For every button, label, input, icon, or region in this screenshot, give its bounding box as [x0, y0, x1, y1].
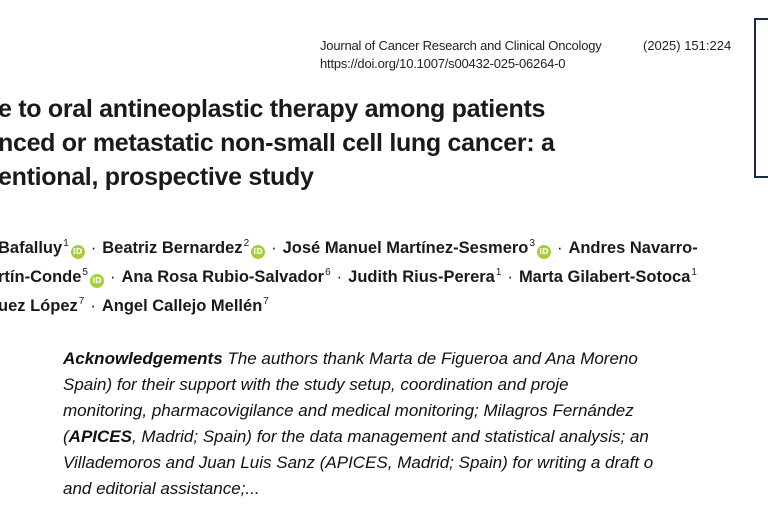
author-separator: ·	[336, 268, 343, 286]
author-name: uez López	[0, 297, 78, 315]
affiliation-marker: 1	[691, 267, 697, 278]
affiliation-marker: 1	[495, 267, 502, 278]
acknowledgements-paragraph: Acknowledgements The authors thank Marta…	[63, 346, 768, 502]
author-row: uez López7 · Angel Callejo Mellén7	[0, 287, 698, 316]
ack-line: Spain) for their support with the study …	[63, 375, 569, 394]
affiliation-marker: 1	[63, 238, 69, 249]
ack-line: Acknowledgements The authors thank Marta…	[63, 346, 768, 372]
article-title: e to oral antineoplastic therapy among p…	[0, 92, 555, 194]
ack-org-name: APICES	[68, 427, 132, 446]
author-row: rtín-Conde5iD · Ana Rosa Rubio-Salvador6 · J…	[0, 258, 698, 288]
affiliation-marker: 2	[243, 238, 250, 249]
doi-link[interactable]: https://doi.org/10.1007/s00432-025-06264…	[320, 56, 566, 71]
author-separator: ·	[271, 239, 277, 257]
ack-line: Villademoros and Juan Luis Sanz (APICES,…	[63, 453, 654, 472]
ack-text: The authors thank Marta de Figueroa and …	[222, 349, 638, 368]
ack-line: (APICES, Madrid; Spain) for the data man…	[63, 424, 768, 450]
author-name: Angel Callejo Mellén	[101, 297, 263, 315]
orcid-icon[interactable]: iD	[70, 245, 85, 259]
citation-info: (2025) 151:224	[643, 38, 732, 53]
affiliation-marker: 6	[325, 267, 331, 278]
affiliation-marker: 3	[529, 238, 535, 249]
ack-text: , Madrid; Spain) for the data management…	[131, 427, 649, 446]
author-separator: ·	[90, 297, 96, 315]
affiliation-marker: 5	[82, 267, 88, 278]
author-name: José Manuel Martínez-Sesmero	[282, 239, 529, 257]
author-name: Judith Rius-Perera	[348, 268, 495, 286]
affiliation-marker: 7	[263, 296, 269, 307]
title-line: entional, prospective study	[0, 163, 314, 191]
author-name: Marta Gilabert-Sotoca	[518, 268, 691, 286]
author-row: Bafalluy1iD · Beatriz Bernardez2iD · José Ma…	[0, 229, 698, 259]
author-separator: ·	[90, 239, 97, 257]
author-separator: ·	[556, 239, 563, 257]
author-list: Bafalluy1iD · Beatriz Bernardez2iD · José Ma…	[0, 229, 698, 316]
author-name: Bafalluy	[0, 239, 63, 257]
journal-cover-thumbnail	[754, 18, 768, 178]
ack-line: monitoring, pharmacovigilance and medica…	[63, 401, 634, 420]
journal-header: Journal of Cancer Research and Clinical …	[320, 37, 602, 73]
orcid-icon[interactable]: iD	[251, 245, 266, 259]
author-name: Beatriz Bernardez	[102, 239, 243, 257]
author-separator: ·	[109, 268, 116, 286]
ack-line: and editorial assistance;...	[63, 479, 260, 498]
author-name: Ana Rosa Rubio-Salvador	[121, 268, 325, 286]
orcid-icon[interactable]: iD	[536, 245, 551, 259]
author-separator: ·	[507, 268, 513, 286]
title-line: e to oral antineoplastic therapy among p…	[0, 95, 546, 123]
title-line: nced or metastatic non-small cell lung c…	[0, 129, 555, 157]
ack-text: (	[63, 427, 69, 446]
orcid-icon[interactable]: iD	[89, 274, 104, 288]
author-name: Andres Navarro-	[568, 239, 698, 257]
ack-heading: Acknowledgements	[63, 349, 223, 368]
affiliation-marker: 7	[78, 296, 85, 307]
author-name: rtín-Conde	[0, 268, 82, 286]
journal-name: Journal of Cancer Research and Clinical …	[320, 38, 602, 53]
